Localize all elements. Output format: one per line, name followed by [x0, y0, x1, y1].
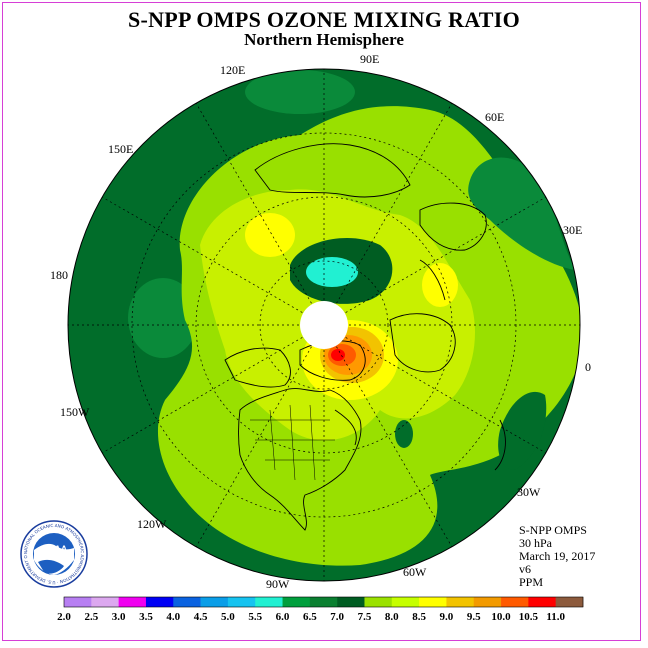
info-units: PPM: [519, 575, 544, 589]
info-date: March 19, 2017: [519, 549, 596, 563]
polar-night-no-data: [300, 301, 348, 349]
colorbar-swatch-2: [118, 597, 147, 607]
colorbar-swatch-14: [446, 597, 475, 607]
noaa-logo-text: NOAA: [41, 544, 68, 554]
colorbar-tick-label: 8.0: [385, 611, 399, 623]
colorbar-swatch-8: [282, 597, 311, 607]
colorbar-swatch-11: [364, 597, 393, 607]
longitude-label-60e: 60E: [485, 110, 505, 124]
colorbar-tick-label: 8.5: [412, 611, 426, 623]
dark-green-patch-atlantic: [498, 391, 547, 470]
longitude-label-120e: 120E: [220, 63, 246, 77]
map-title: S-NPP OMPS OZONE MIXING RATIO: [127, 7, 521, 32]
colorbar-swatch-3: [145, 597, 174, 607]
colorbar-tick-label: 6.5: [303, 611, 317, 623]
colorbar-swatch-16: [501, 597, 529, 607]
info-instrument: S-NPP OMPS: [519, 523, 587, 537]
colorbar-swatch-13: [419, 597, 447, 607]
colorbar-swatch-18: [555, 597, 584, 607]
colorbar-tick-label: 2.0: [57, 611, 71, 623]
longitude-label-180: 180: [50, 268, 68, 282]
longitude-label-60w: 60W: [403, 565, 427, 579]
colorbar-frame: [63, 596, 584, 608]
longitude-label-150w: 150W: [60, 405, 90, 419]
colorbar-tick-label: 10.0: [491, 611, 511, 623]
longitude-label-120w: 120W: [137, 517, 167, 531]
longitude-label-30e: 30E: [563, 223, 583, 237]
colorbar-tick-label: 4.0: [166, 611, 180, 623]
colorbar-swatch-17: [528, 597, 556, 607]
colorbar-tick-label: 3.0: [112, 611, 126, 623]
colorbar-tick-label: 3.5: [139, 611, 153, 623]
longitude-label-0: 0: [585, 360, 591, 374]
us-state-borders: [250, 404, 335, 481]
colorbar-swatch-0: [64, 597, 92, 607]
colorbar-swatch-10: [337, 597, 365, 607]
coastlines: [224, 143, 506, 531]
colorbar-swatch-7: [255, 597, 283, 607]
mid-green-patch-europe: [468, 157, 575, 270]
colorbar-tick-label: 4.5: [194, 611, 208, 623]
longitude-label-90w: 90W: [266, 577, 290, 591]
colorbar-tick-label: 5.5: [248, 611, 262, 623]
map-subtitle: Northern Hemisphere: [244, 30, 404, 49]
colorbar-swatch-1: [91, 597, 119, 607]
colorbar-tick-label: 9.0: [440, 611, 454, 623]
colorbar-swatch-15: [473, 597, 502, 607]
mid-green-patch-north: [245, 70, 355, 114]
ozone-maximum-red: [331, 349, 345, 361]
map-boundary: [67, 68, 581, 582]
dark-green-patch-small: [395, 420, 413, 448]
info-pressure-level: 30 hPa: [519, 536, 552, 550]
colorbar-tick-label: 7.0: [330, 611, 344, 623]
colorbar-swatch-5: [200, 597, 229, 607]
colorbar-tick-label: 2.5: [84, 611, 98, 623]
longitude-label-150e: 150E: [108, 142, 134, 156]
colorbar-tick-label: 10.5: [519, 611, 539, 623]
yellow-patch-siberia: [245, 213, 295, 257]
mid-green-patch-pacific: [128, 278, 198, 358]
info-version: v6: [519, 562, 531, 576]
colorbar-tick-label: 9.5: [467, 611, 481, 623]
image-frame: [2, 2, 641, 641]
longitude-label-90e: 90E: [360, 52, 380, 66]
colorbar-swatch-6: [227, 597, 256, 607]
colorbar-swatch-12: [391, 597, 420, 607]
colorbar-tick-label: 7.5: [358, 611, 372, 623]
colorbar-swatch-9: [309, 597, 338, 607]
colorbar-tick-label: 5.0: [221, 611, 235, 623]
colorbar-tick-label: 6.0: [276, 611, 290, 623]
cyan-ozone-minimum: [306, 257, 358, 287]
product-info: S-NPP OMPS 30 hPa March 19, 2017 v6 PPM: [519, 524, 595, 589]
colorbar-swatch-4: [173, 597, 201, 607]
latitude-circle-60: [195, 196, 453, 454]
longitude-label-30w: 30W: [517, 485, 541, 499]
noaa-logo: NATIONAL OCEANIC AND ATMOSPHERIC ADMINIS…: [20, 520, 88, 588]
latitude-circle-80: [259, 260, 389, 390]
colorbar-tick-label: 11.0: [546, 611, 565, 623]
